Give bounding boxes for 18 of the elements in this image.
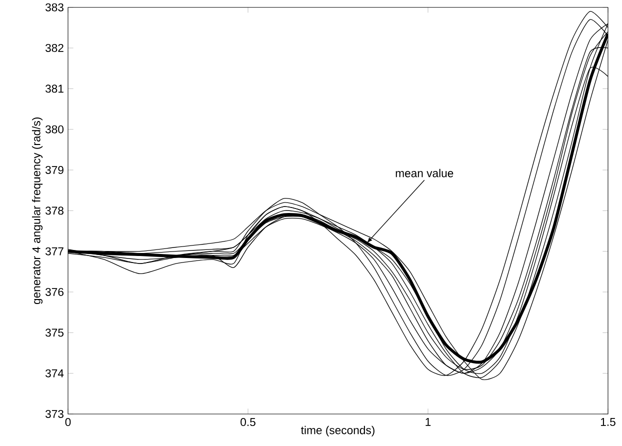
y-tick-label: 381 <box>45 84 64 93</box>
y-tick-label: 379 <box>45 166 64 174</box>
x-tick-label: 0 <box>65 418 71 426</box>
y-tick-label: 375 <box>45 328 64 337</box>
x-tick-label: 1 <box>426 418 431 426</box>
y-tick-label: 373 <box>45 410 64 418</box>
y-tick-label: 383 <box>45 3 64 12</box>
y-tick-label: 380 <box>45 125 64 134</box>
x-axis-title: time (seconds) <box>301 426 374 436</box>
x-tick-label: 1.5 <box>600 418 616 426</box>
y-tick-label: 377 <box>45 247 64 256</box>
y-tick-label: 376 <box>45 288 64 296</box>
annotation: mean value <box>396 168 454 178</box>
y-tick-label: 382 <box>45 44 64 52</box>
y-tick-label: 378 <box>45 206 64 215</box>
y-axis-title: generator 4 angular frequency (rad/s) <box>32 118 43 304</box>
x-tick-label: 0.5 <box>240 418 256 426</box>
y-tick-label: 374 <box>45 369 64 378</box>
